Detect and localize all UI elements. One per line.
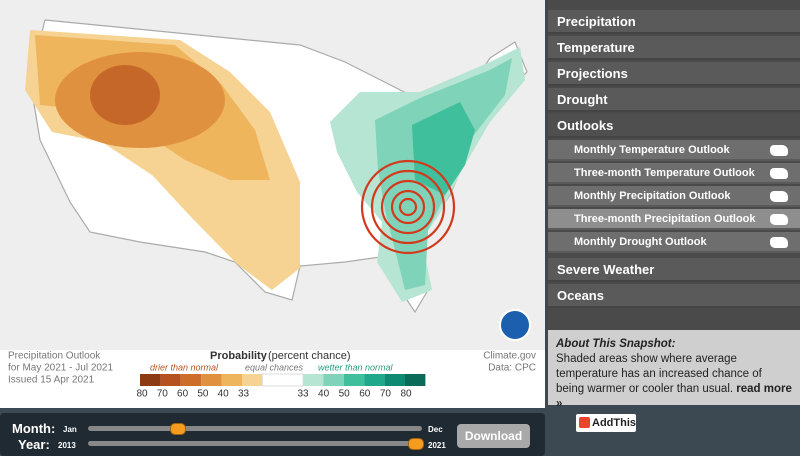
us-icon: [770, 168, 788, 179]
submenu-item[interactable]: Monthly Drought Outlook: [548, 232, 800, 253]
year-start: 2013: [58, 441, 76, 450]
year-end: 2021: [428, 441, 446, 450]
noaa-logo: [499, 309, 531, 341]
submenu-item[interactable]: Monthly Temperature Outlook: [548, 140, 800, 161]
dry-60: [90, 65, 160, 125]
label: Monthly Drought Outlook: [574, 236, 707, 248]
legend-tick: 70: [380, 389, 392, 400]
menu-item[interactable]: Severe Weather: [548, 258, 800, 282]
read-more[interactable]: read more »: [556, 383, 792, 410]
legend-tick: 33: [297, 389, 309, 400]
legend-wetter: wetter than normal: [318, 362, 394, 372]
legend-tick: 60: [359, 389, 371, 400]
ring: [380, 179, 436, 235]
legend-title-line: for May 2021 - Jul 2021: [8, 363, 113, 374]
controls: Month: Year: Jan 2013 Dec 2021 Download: [0, 413, 545, 456]
source: Data: CPC: [488, 363, 536, 374]
submenu-item[interactable]: Three-month Precipitation Outlook: [548, 209, 800, 230]
year-handle[interactable]: [408, 438, 424, 450]
legend-tick: 40: [218, 389, 230, 400]
month-track: [88, 426, 422, 431]
submenu-item[interactable]: Monthly Precipitation Outlook: [548, 186, 800, 207]
about-text: Shaded areas show where average temperat…: [556, 353, 762, 395]
about-title: About This Snapshot:: [556, 338, 676, 350]
submenu-item[interactable]: Three-month Temperature Outlook: [548, 163, 800, 184]
legend-tick: 80: [400, 389, 412, 400]
label: Monthly Temperature Outlook: [574, 144, 730, 156]
legend-tick: 50: [197, 389, 209, 400]
legend-title: Probability: [210, 350, 268, 362]
addthis-icon: [579, 417, 590, 428]
us-icon: [770, 214, 788, 225]
menu-item[interactable]: Projections: [548, 62, 800, 86]
ring: [390, 189, 426, 225]
ring: [398, 197, 418, 217]
label: Three-month Temperature Outlook: [574, 167, 755, 179]
legend-tick: 50: [339, 389, 351, 400]
year-track: [88, 441, 422, 446]
us-icon: [770, 145, 788, 156]
legend-swatch: [384, 374, 405, 386]
legend-tick: 60: [177, 389, 189, 400]
legend-swatch: [405, 374, 426, 386]
addthis-button[interactable]: AddThis: [576, 414, 636, 432]
menu: Precipitation Temperature Projections Dr…: [548, 0, 800, 330]
addthis-label: AddThis: [592, 417, 636, 429]
ring: [370, 169, 446, 245]
legend-swatch: [343, 374, 365, 386]
legend-swatch: [261, 373, 304, 387]
legend-swatch: [201, 374, 222, 386]
legend-swatch: [180, 374, 202, 386]
legend-note: (percent chance): [268, 350, 351, 362]
menu-item[interactable]: Oceans: [548, 284, 800, 308]
legend-equal: equal chances: [245, 362, 304, 372]
legend-tick: 80: [136, 389, 148, 400]
legend-title-line: Issued 15 Apr 2021: [8, 375, 95, 386]
month-end: Dec: [428, 425, 443, 434]
legend-drier: drier than normal: [150, 362, 219, 372]
label: Three-month Precipitation Outlook: [574, 213, 756, 225]
about-box: About This Snapshot: Shaded areas show w…: [548, 330, 800, 410]
menu-item[interactable]: Outlooks: [548, 114, 800, 138]
target-rings: [360, 159, 456, 255]
legend-title-line: Precipitation Outlook: [8, 351, 101, 362]
legend-tick: 33: [238, 389, 250, 400]
month-start: Jan: [63, 425, 77, 434]
ring: [360, 159, 456, 255]
legend-swatch: [242, 374, 263, 386]
wet-50: [412, 102, 475, 195]
legend-tick: 70: [157, 389, 169, 400]
us-icon: [770, 237, 788, 248]
legend-swatch: [221, 374, 242, 386]
legend-swatch: [160, 374, 181, 386]
menu-item[interactable]: Temperature: [548, 36, 800, 60]
us-icon: [770, 191, 788, 202]
legend-swatch: [303, 374, 324, 386]
menu-item[interactable]: Precipitation: [548, 10, 800, 34]
menu-item[interactable]: Drought: [548, 88, 800, 112]
download-button[interactable]: Download: [457, 424, 530, 448]
month-label: Month:: [12, 421, 56, 436]
legend-swatch: [140, 374, 161, 386]
label: Monthly Precipitation Outlook: [574, 190, 731, 202]
legend-swatch: [323, 374, 344, 386]
year-label: Year:: [18, 437, 50, 452]
legend-tick: 40: [318, 389, 330, 400]
legend-swatch: [364, 374, 385, 386]
month-handle[interactable]: [170, 423, 186, 435]
credit: Climate.gov: [483, 351, 536, 362]
map: Precipitation Outlook for May 2021 - Jul…: [0, 0, 545, 408]
